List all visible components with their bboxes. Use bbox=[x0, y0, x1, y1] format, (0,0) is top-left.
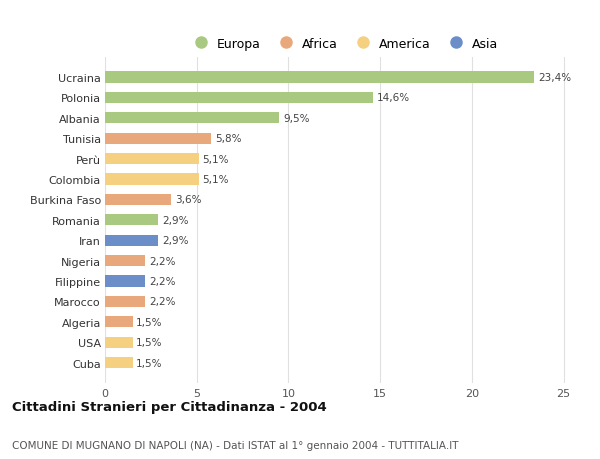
Bar bbox=[105, 317, 133, 328]
Text: 2,9%: 2,9% bbox=[162, 215, 188, 225]
Text: 5,1%: 5,1% bbox=[202, 174, 229, 185]
Text: 14,6%: 14,6% bbox=[377, 93, 410, 103]
Text: 2,9%: 2,9% bbox=[162, 235, 188, 246]
Text: Cittadini Stranieri per Cittadinanza - 2004: Cittadini Stranieri per Cittadinanza - 2… bbox=[12, 400, 327, 413]
Text: 3,6%: 3,6% bbox=[175, 195, 201, 205]
Text: 1,5%: 1,5% bbox=[136, 337, 163, 347]
Bar bbox=[105, 133, 211, 145]
Bar bbox=[105, 93, 373, 104]
Bar bbox=[105, 194, 171, 206]
Text: 2,2%: 2,2% bbox=[149, 297, 176, 307]
Bar bbox=[105, 337, 133, 348]
Text: 2,2%: 2,2% bbox=[149, 256, 176, 266]
Bar bbox=[105, 174, 199, 185]
Bar bbox=[105, 256, 145, 267]
Legend: Europa, Africa, America, Asia: Europa, Africa, America, Asia bbox=[188, 38, 499, 50]
Bar bbox=[105, 154, 199, 165]
Bar bbox=[105, 215, 158, 226]
Text: COMUNE DI MUGNANO DI NAPOLI (NA) - Dati ISTAT al 1° gennaio 2004 - TUTTITALIA.IT: COMUNE DI MUGNANO DI NAPOLI (NA) - Dati … bbox=[12, 440, 458, 450]
Text: 23,4%: 23,4% bbox=[538, 73, 571, 83]
Text: 9,5%: 9,5% bbox=[283, 113, 310, 123]
Bar bbox=[105, 296, 145, 308]
Bar bbox=[105, 72, 534, 84]
Bar bbox=[105, 235, 158, 246]
Text: 1,5%: 1,5% bbox=[136, 358, 163, 368]
Text: 5,1%: 5,1% bbox=[202, 154, 229, 164]
Text: 2,2%: 2,2% bbox=[149, 276, 176, 286]
Bar bbox=[105, 357, 133, 369]
Text: 1,5%: 1,5% bbox=[136, 317, 163, 327]
Text: 5,8%: 5,8% bbox=[215, 134, 242, 144]
Bar bbox=[105, 113, 279, 124]
Bar bbox=[105, 276, 145, 287]
